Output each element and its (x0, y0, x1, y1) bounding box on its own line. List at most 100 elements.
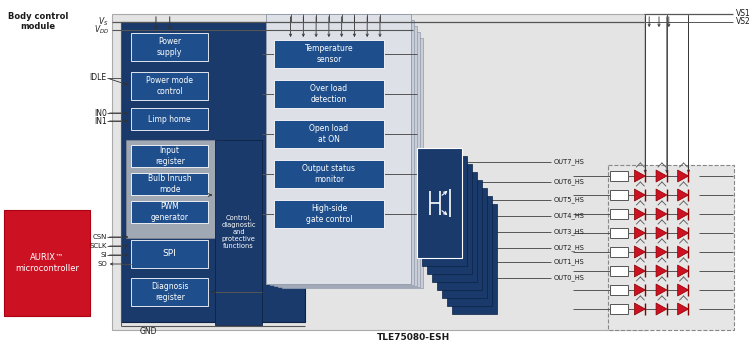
Bar (131, 72, 208, 100)
Polygon shape (656, 208, 667, 220)
Text: CSN: CSN (92, 234, 107, 240)
Bar (274, 160, 384, 188)
Polygon shape (635, 208, 645, 220)
Bar (131, 33, 208, 61)
Bar (610, 190, 628, 200)
Text: Temperature
sensor: Temperature sensor (305, 44, 353, 64)
Text: Bulb Inrush
mode: Bulb Inrush mode (148, 174, 192, 194)
Polygon shape (656, 265, 667, 277)
Bar (131, 201, 208, 223)
Polygon shape (677, 303, 689, 315)
Text: TLE75080-ESH: TLE75080-ESH (377, 333, 450, 343)
Bar (121, 22, 306, 322)
Text: $V_S$: $V_S$ (98, 16, 109, 28)
Bar (112, 14, 645, 330)
Bar (610, 304, 628, 314)
Bar (610, 285, 628, 295)
Bar (610, 209, 628, 219)
Bar (131, 278, 208, 306)
Bar (274, 120, 384, 148)
Bar (610, 171, 628, 181)
Bar (282, 38, 424, 288)
Bar (131, 240, 208, 268)
Text: Over load
detection: Over load detection (310, 84, 348, 104)
Polygon shape (635, 227, 645, 239)
Polygon shape (677, 189, 689, 201)
Bar (215, 140, 262, 325)
Text: SCLK: SCLK (89, 243, 107, 249)
Text: Output status
monitor: Output status monitor (303, 164, 355, 184)
Bar (418, 148, 463, 258)
Bar (608, 165, 734, 330)
Text: OUT1_HS: OUT1_HS (554, 259, 584, 266)
Polygon shape (677, 227, 689, 239)
Text: Limp home: Limp home (149, 115, 191, 124)
Bar (274, 40, 384, 68)
Text: OUT5_HS: OUT5_HS (554, 197, 585, 203)
Text: OUT4_HS: OUT4_HS (554, 213, 585, 219)
Polygon shape (635, 189, 645, 201)
Polygon shape (656, 227, 667, 239)
Text: Input
register: Input register (155, 146, 185, 166)
Text: AURIX™
microcontroller: AURIX™ microcontroller (15, 253, 79, 273)
Bar (125, 140, 222, 238)
Polygon shape (635, 170, 645, 182)
Bar (442, 188, 487, 298)
Text: VS2: VS2 (736, 17, 750, 27)
Text: OUT2_HS: OUT2_HS (554, 245, 585, 251)
Text: High-side
gate control: High-side gate control (306, 204, 352, 224)
Polygon shape (656, 170, 667, 182)
Text: VS1: VS1 (736, 10, 750, 18)
Text: Power
supply: Power supply (157, 37, 182, 57)
Bar (274, 80, 384, 108)
Text: Body control
module: Body control module (8, 12, 68, 31)
Polygon shape (677, 170, 689, 182)
Bar (610, 247, 628, 257)
Bar (278, 32, 421, 287)
Bar (422, 156, 467, 266)
Text: IN0: IN0 (94, 109, 107, 118)
Text: SI: SI (101, 252, 107, 258)
Bar (418, 148, 463, 258)
Bar (437, 180, 482, 290)
Bar (610, 228, 628, 238)
Bar (4, 210, 90, 316)
Bar (451, 204, 497, 314)
Text: Diagnosis
register: Diagnosis register (151, 282, 189, 302)
Text: OUT0_HS: OUT0_HS (554, 275, 585, 282)
Polygon shape (677, 284, 689, 296)
Bar (131, 108, 208, 130)
Polygon shape (656, 246, 667, 258)
Bar (447, 196, 492, 306)
Polygon shape (677, 208, 689, 220)
Bar (266, 14, 412, 284)
Polygon shape (635, 246, 645, 258)
Text: GND: GND (140, 328, 157, 337)
Text: Power mode
control: Power mode control (146, 76, 193, 96)
Polygon shape (677, 265, 689, 277)
Bar (427, 164, 472, 274)
Polygon shape (635, 265, 645, 277)
Polygon shape (677, 246, 689, 258)
Bar (131, 173, 208, 195)
Bar (432, 172, 477, 282)
Polygon shape (656, 284, 667, 296)
Bar (610, 266, 628, 276)
Text: OUT3_HS: OUT3_HS (554, 229, 584, 235)
Bar (274, 200, 384, 228)
Text: SO: SO (97, 261, 107, 267)
Text: IDLE: IDLE (89, 73, 107, 82)
Bar (131, 145, 208, 167)
Polygon shape (656, 303, 667, 315)
Text: $V_{DD}$: $V_{DD}$ (94, 24, 109, 36)
Polygon shape (635, 303, 645, 315)
Text: PWM
generator: PWM generator (151, 202, 189, 222)
Polygon shape (635, 284, 645, 296)
Bar (274, 26, 418, 286)
Text: IN1: IN1 (94, 116, 107, 126)
Text: Open load
at ON: Open load at ON (309, 124, 348, 144)
Text: OUT7_HS: OUT7_HS (554, 159, 585, 165)
Text: SPI: SPI (163, 250, 176, 258)
Bar (270, 20, 415, 285)
Text: Control,
diagnostic
and
protective
functions: Control, diagnostic and protective funct… (222, 215, 256, 249)
